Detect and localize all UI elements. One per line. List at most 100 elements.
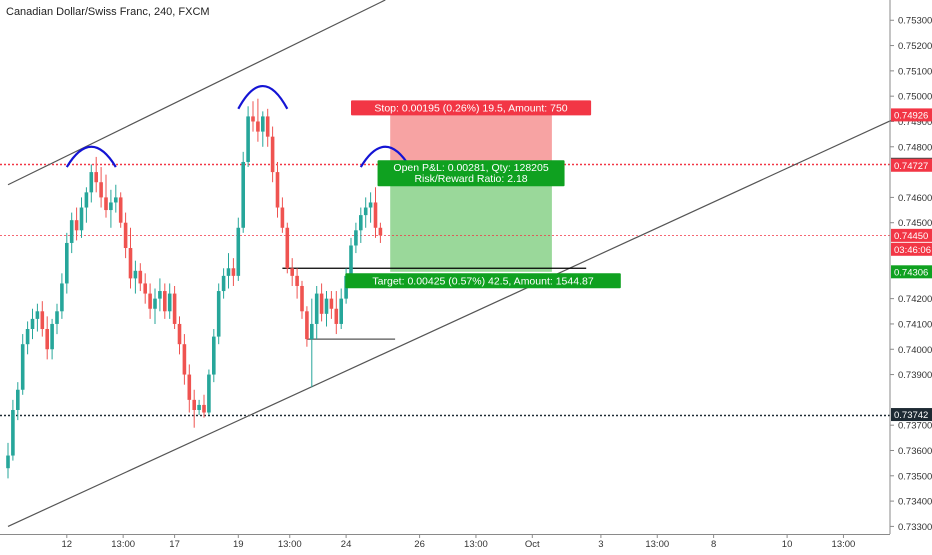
y-tick-label: 0.74900 — [898, 117, 932, 128]
x-tick-label: 8 — [711, 539, 716, 550]
price-label-bg — [891, 158, 932, 172]
candle — [16, 382, 20, 421]
candle-body — [133, 270, 138, 279]
price-label: 0.74306 — [891, 265, 932, 279]
candle-body — [35, 311, 40, 319]
y-tick-label: 0.73300 — [898, 522, 932, 533]
candle — [74, 207, 79, 241]
candle — [207, 369, 211, 416]
candle — [359, 207, 363, 243]
candle-body — [11, 409, 15, 456]
y-tick-label: 0.74100 — [898, 319, 932, 330]
candle — [177, 316, 182, 355]
candle — [280, 197, 285, 233]
candle — [60, 273, 64, 319]
target-label[interactable]: Target: 0.00425 (0.57%) 42.5, Amount: 15… — [345, 273, 621, 289]
candle-body — [94, 172, 98, 183]
candle-body — [99, 182, 103, 198]
candle — [30, 308, 35, 340]
price-label-text: 0.74727 — [894, 161, 928, 172]
x-tick-label: 13:00 — [832, 539, 856, 550]
candle-body — [143, 283, 147, 294]
candle — [118, 192, 123, 228]
stop-loss-zone — [390, 114, 552, 165]
candle-body — [212, 336, 216, 375]
channel-line-0[interactable] — [7, 0, 386, 186]
candle-body — [226, 268, 231, 276]
candle — [212, 329, 216, 383]
candle — [69, 212, 74, 254]
candle-body — [20, 344, 25, 390]
price-label: 0.74727 — [891, 158, 932, 172]
candle — [197, 399, 201, 416]
x-tick-label: Oct — [525, 539, 540, 550]
channel-line-1[interactable] — [7, 115, 901, 527]
y-tick-label: 0.75000 — [898, 92, 932, 103]
candle-body — [60, 283, 64, 312]
y-tick-label: 0.73700 — [898, 421, 932, 432]
candle — [128, 227, 133, 289]
candle-body — [359, 215, 363, 231]
candle — [310, 298, 314, 388]
y-tick-label: 0.75200 — [898, 41, 932, 52]
candle-body — [246, 116, 250, 162]
candle — [319, 283, 324, 322]
y-tick-label: 0.75300 — [898, 16, 932, 27]
candle-body — [202, 404, 206, 413]
candle-body — [84, 192, 89, 208]
candle — [109, 189, 113, 228]
candle — [354, 222, 358, 254]
price-label: 0.73742 — [891, 408, 932, 422]
candle-body — [256, 121, 260, 132]
candle — [123, 212, 128, 259]
candle — [334, 291, 339, 335]
candle-body — [314, 293, 319, 324]
candle — [187, 364, 192, 413]
candle-body — [55, 311, 59, 324]
candle — [300, 280, 304, 319]
stop-label[interactable]: Stop: 0.00195 (0.26%) 19.5, Amount: 750 — [351, 100, 592, 116]
open-pnl-label-text: Open P&L: 0.00281, Qty: 128205 — [393, 162, 548, 174]
candle — [373, 187, 378, 238]
candle-body — [30, 318, 35, 330]
candle — [285, 222, 290, 274]
candle-body — [216, 291, 221, 337]
candle — [158, 278, 162, 312]
candle-body — [138, 270, 143, 284]
candle-body — [69, 220, 74, 243]
candle-body — [261, 116, 265, 132]
candle-body — [89, 172, 94, 193]
candle — [6, 442, 10, 479]
candle-body — [373, 202, 378, 228]
candle — [84, 187, 89, 223]
pattern-arc-1[interactable] — [237, 84, 289, 110]
candle — [231, 258, 236, 286]
price-label-bg — [891, 408, 932, 422]
candle-body — [319, 293, 324, 314]
candle — [261, 111, 265, 147]
open-pnl-label[interactable]: Open P&L: 0.00281, Qty: 128205Risk/Rewar… — [377, 160, 565, 187]
price-label-text: 0.73742 — [894, 410, 928, 421]
candle-body — [25, 329, 30, 345]
pattern-arc-0[interactable] — [65, 145, 117, 168]
candle — [11, 399, 15, 461]
candle — [216, 283, 221, 345]
candle-body — [280, 207, 285, 228]
candle-body — [334, 308, 339, 324]
y-tick-label: 0.75100 — [898, 66, 932, 77]
candle — [275, 161, 280, 218]
candle-body — [300, 285, 304, 312]
candle-body — [79, 207, 84, 231]
chart-title: Canadian Dollar/Swiss Franc, 240, FXCM — [6, 6, 210, 18]
y-tick-label: 0.74500 — [898, 218, 932, 229]
candle-body — [153, 298, 157, 309]
candle-body — [182, 344, 187, 375]
candle — [246, 106, 250, 168]
price-label: 0.74450 — [891, 228, 932, 242]
candle — [270, 126, 275, 183]
candle — [226, 253, 231, 289]
candle — [378, 222, 383, 243]
candle — [236, 217, 241, 281]
